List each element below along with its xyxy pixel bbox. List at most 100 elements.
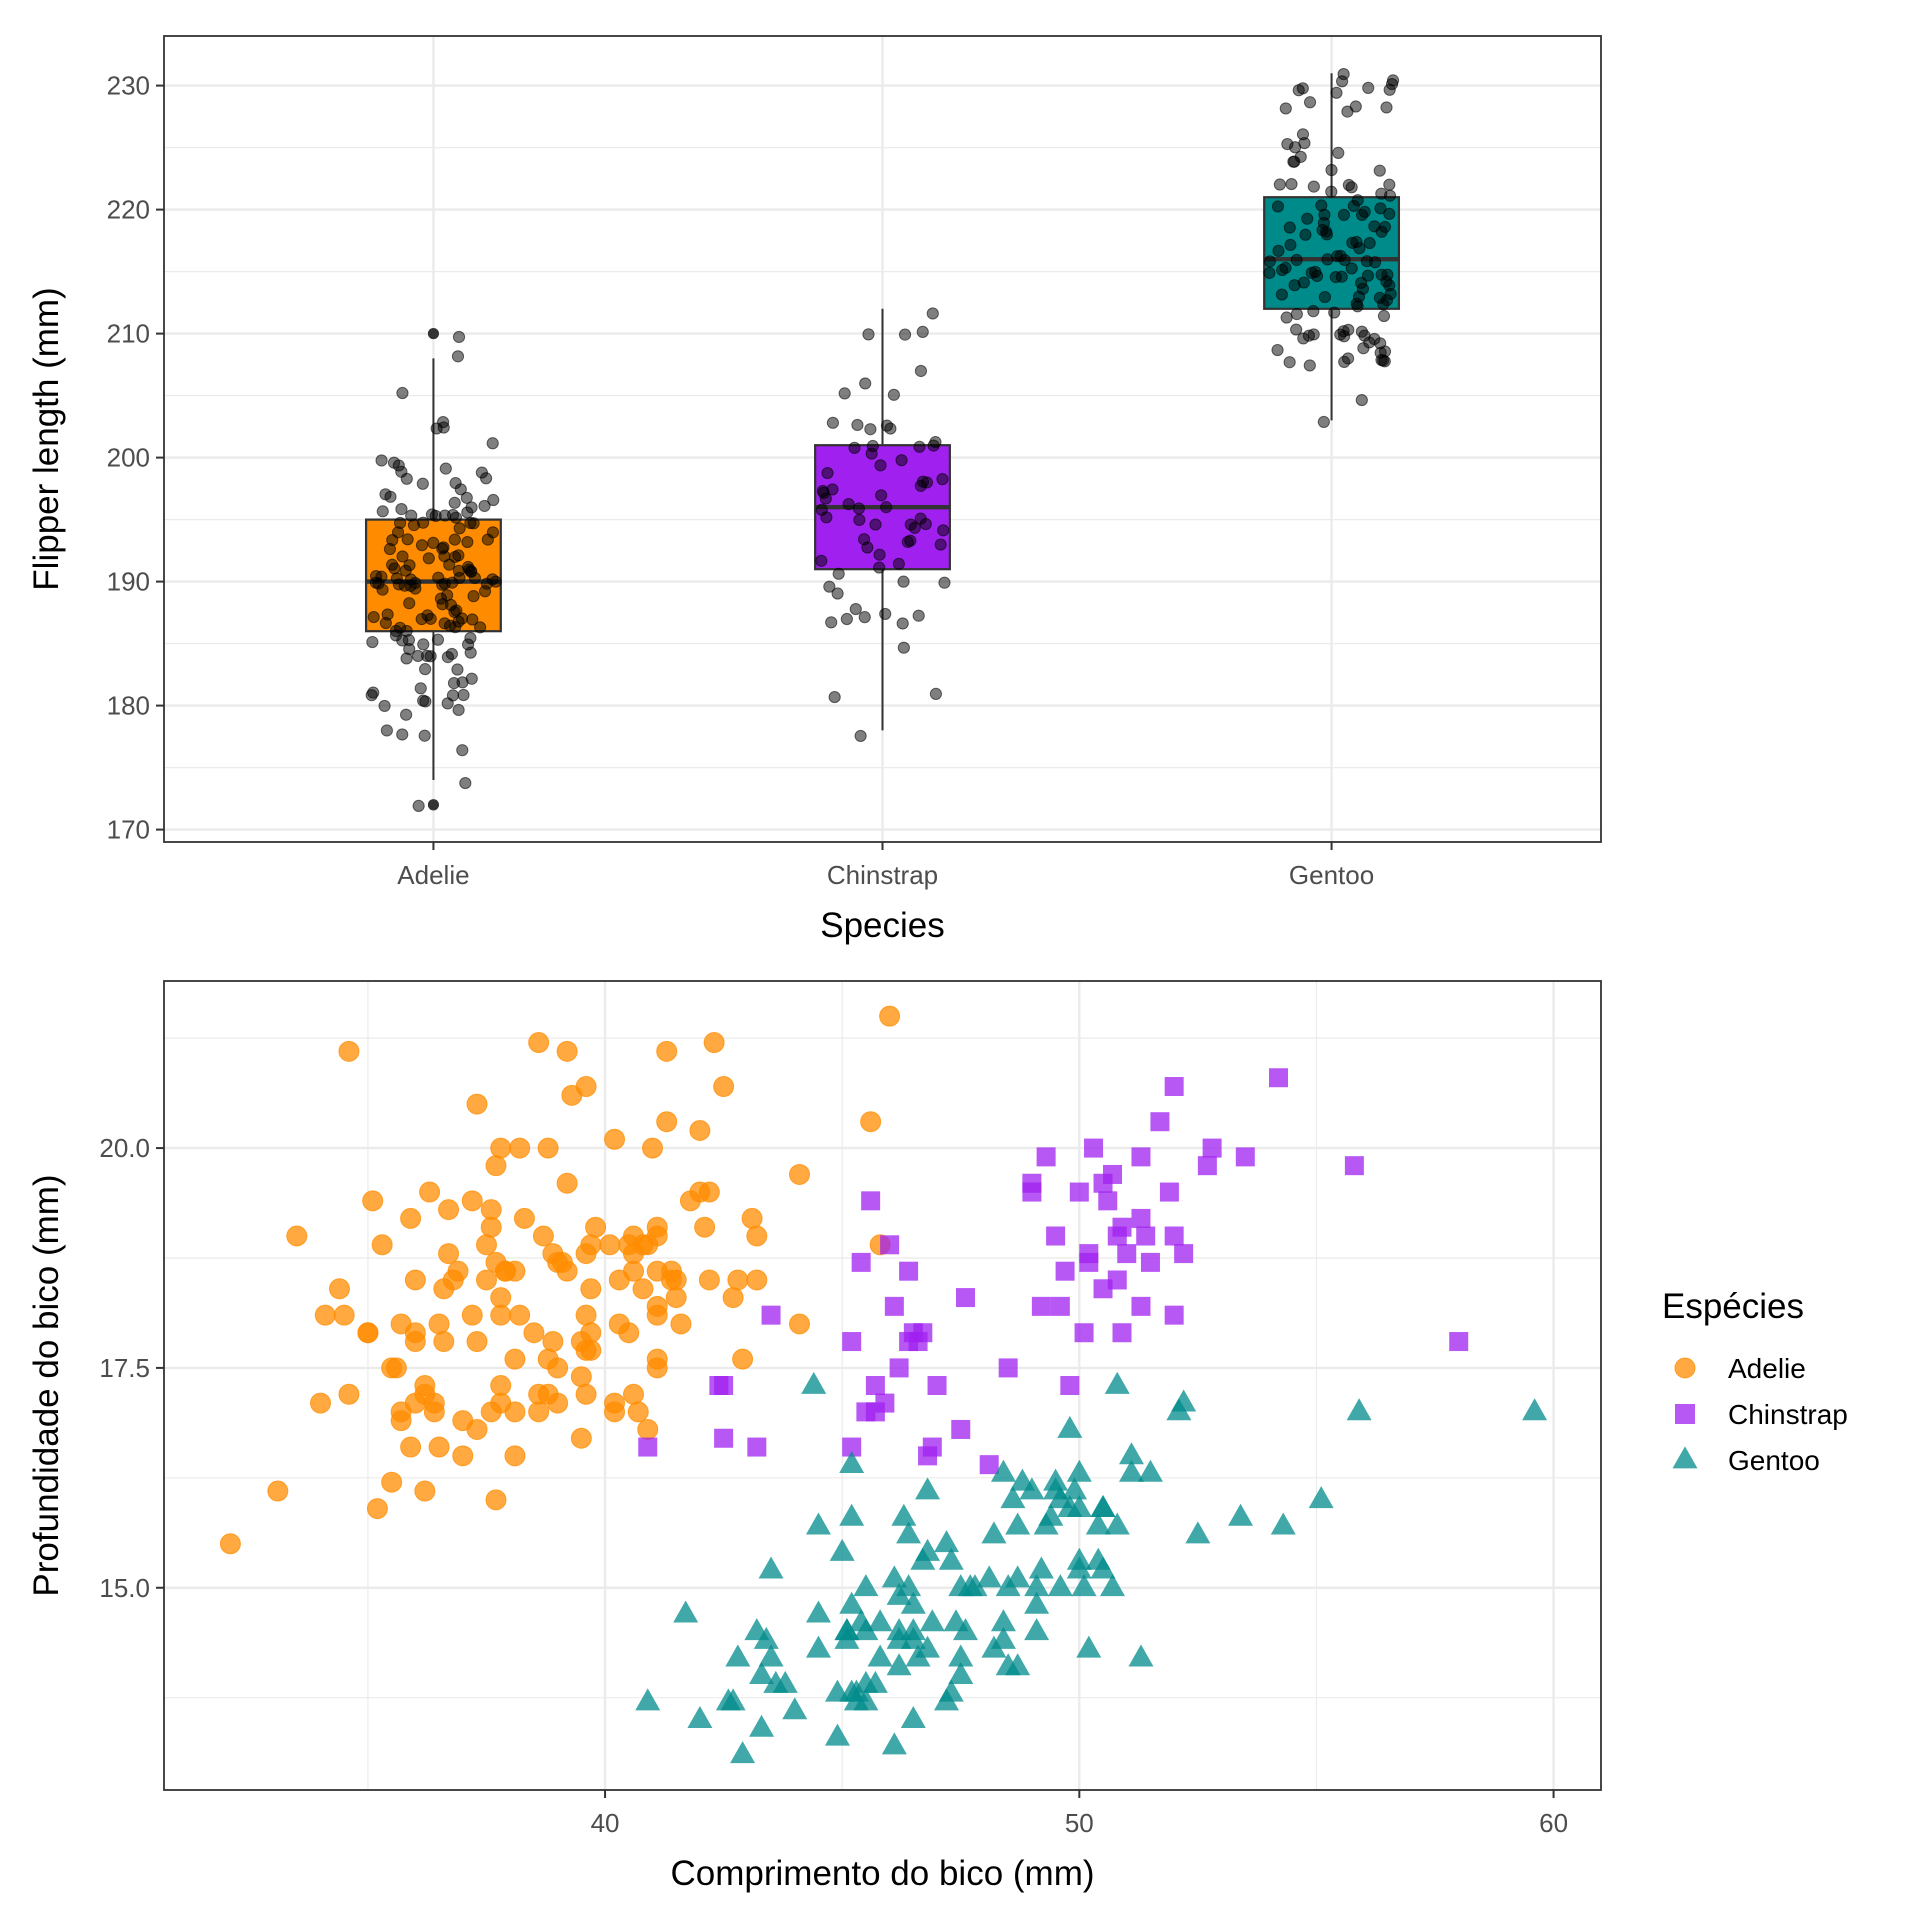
scatter-point (725, 1644, 751, 1667)
jitter-point (422, 552, 435, 565)
scatter-point (641, 1137, 663, 1159)
scatter-point (1090, 1556, 1116, 1579)
jitter-point (913, 440, 926, 453)
jitter-point (429, 509, 442, 523)
scatter-point (805, 1512, 831, 1535)
jitter-point (866, 439, 879, 453)
jitter-point (376, 505, 389, 518)
scatter-point (623, 1383, 645, 1405)
jitter-point (1285, 177, 1298, 191)
legend: Espécies Adelie Chinstrap Gentoo (1662, 1287, 1848, 1476)
scatter-point (556, 1040, 578, 1062)
scatter-point (604, 1392, 626, 1414)
jitter-point (937, 524, 950, 537)
jitter-point (1363, 236, 1376, 250)
scatter-point (772, 1670, 798, 1693)
scatter-point (1084, 1138, 1104, 1158)
boxplot-x-axis-title: Species (820, 906, 945, 945)
scatter-point (528, 1383, 550, 1405)
scatter-point (490, 1287, 512, 1309)
scatter-x-tick-label: 40 (591, 1808, 620, 1838)
jitter-point (1307, 328, 1320, 341)
scatter-point (580, 1278, 602, 1300)
scatter-point (896, 1574, 922, 1597)
jitter-point (438, 577, 451, 590)
scatter-point (853, 1574, 879, 1597)
boxplot-y-tick-label: 180 (107, 691, 150, 721)
jitter-point (467, 517, 480, 530)
scatter-point (714, 1428, 734, 1448)
scatter-point (670, 1313, 692, 1335)
jitter-point (427, 536, 440, 549)
scatter-point (948, 1644, 974, 1667)
jitter-point (444, 598, 458, 612)
scatter-point (782, 1697, 808, 1720)
scatter-point (665, 1269, 687, 1291)
jitter-point (417, 694, 430, 707)
scatter-point (404, 1331, 426, 1353)
scatter-point (433, 1278, 455, 1300)
jitter-point (929, 687, 943, 700)
scatter-point (485, 1489, 507, 1511)
jitter-point (1283, 356, 1296, 369)
jitter-point (1272, 244, 1285, 257)
scatter-y-axis: 15.0 17.5 20.0 (99, 1133, 164, 1603)
scatter-point (1344, 1156, 1364, 1176)
scatter-point (490, 1137, 512, 1159)
jitter-point (1337, 208, 1351, 221)
scatter-point (1038, 1503, 1064, 1526)
jitter-point (916, 325, 929, 338)
boxplot-y-axis: 170 180 190 200 210 220 230 (107, 71, 164, 845)
jitter-point (879, 607, 892, 621)
scatter-point (480, 1401, 502, 1423)
scatter-point (1009, 1468, 1035, 1491)
jitter-point (393, 516, 407, 530)
legend-item-gentoo: Gentoo (1672, 1445, 1820, 1476)
jitter-point (379, 616, 392, 630)
legend-item-adelie: Adelie (1674, 1353, 1806, 1384)
jitter-point (417, 638, 430, 651)
jitter-point (441, 650, 454, 664)
scatter-point (753, 1626, 779, 1649)
scatter-point (1057, 1415, 1083, 1438)
jitter-point (1325, 163, 1338, 177)
jitter-point (1301, 212, 1314, 225)
jitter-point (852, 502, 866, 515)
scatter-point (698, 1181, 720, 1203)
boxplot-y-tick-label: 200 (107, 443, 150, 473)
scatter-point (1235, 1147, 1255, 1167)
jitter-point (1288, 141, 1302, 154)
jitter-point (1358, 205, 1371, 218)
scatter-point (865, 1376, 885, 1395)
jitter-point (380, 724, 393, 737)
scatter-point (934, 1530, 960, 1553)
boxplot-panel: 170 180 190 200 210 220 230 Adelie Chinstrap Gen… (27, 35, 1602, 945)
scatter-point (310, 1392, 332, 1414)
scatter-point (328, 1278, 350, 1300)
scatter-point (1117, 1244, 1137, 1264)
jitter-point (864, 423, 877, 436)
jitter-point (419, 663, 432, 676)
jitter-point (1353, 242, 1366, 255)
scatter-point (1000, 1486, 1026, 1509)
jitter-point (451, 350, 465, 363)
jitter-point (379, 488, 392, 501)
jitter-point (439, 462, 452, 475)
jitter-point (449, 621, 462, 634)
jitter-point (1332, 146, 1345, 159)
jitter-point (467, 590, 480, 603)
jitter-point (1341, 352, 1355, 365)
scatter-point (747, 1437, 767, 1457)
jitter-point (1307, 180, 1320, 193)
jitter-point (880, 501, 893, 514)
scatter-point (646, 1304, 668, 1326)
jitter-point (1271, 343, 1284, 357)
scatter-point (758, 1644, 784, 1667)
boxplot-y-axis-title: Flipper length (mm) (27, 287, 66, 590)
scatter-point (608, 1269, 630, 1291)
scatter-point (713, 1076, 735, 1098)
jitter-point (1383, 178, 1396, 191)
scatter-point (623, 1225, 645, 1247)
boxplot-y-tick-label: 190 (107, 567, 150, 597)
jitter-point (875, 489, 888, 502)
